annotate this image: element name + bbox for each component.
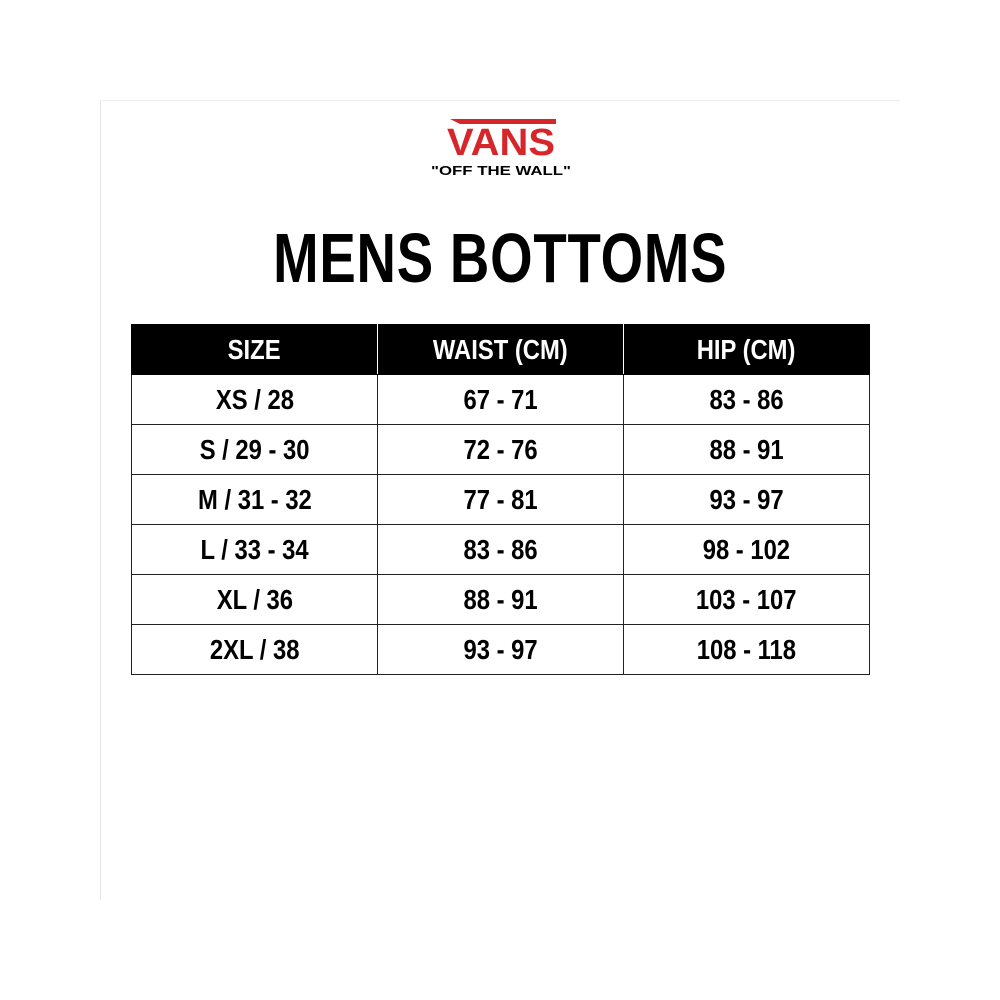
- cell-size: XL / 36: [131, 574, 378, 625]
- table-row: XL / 36 88 - 91 103 - 107: [131, 574, 870, 625]
- cell-hip: 93 - 97: [623, 474, 870, 525]
- cell-waist: 83 - 86: [377, 524, 624, 575]
- cell-size: M / 31 - 32: [131, 474, 378, 525]
- header-hip: HIP (CM): [623, 324, 870, 375]
- header-size: SIZE: [131, 324, 378, 375]
- cell-waist: 77 - 81: [377, 474, 624, 525]
- size-table: SIZE WAIST (CM) HIP (CM) XS / 28 67 - 71 8…: [131, 324, 870, 675]
- cell-hip: 88 - 91: [623, 424, 870, 475]
- cell-hip: 108 - 118: [623, 624, 870, 675]
- cell-size: S / 29 - 30: [131, 424, 378, 475]
- cell-size: L / 33 - 34: [131, 524, 378, 575]
- cell-hip: 103 - 107: [623, 574, 870, 625]
- table-row: S / 29 - 30 72 - 76 88 - 91: [131, 424, 870, 475]
- header-waist: WAIST (CM): [377, 324, 624, 375]
- cell-size: 2XL / 38: [131, 624, 378, 675]
- cell-hip: 83 - 86: [623, 374, 870, 425]
- vans-logo: VANS "OFF THE WALL": [431, 119, 571, 178]
- cell-hip: 98 - 102: [623, 524, 870, 575]
- cell-waist: 67 - 71: [377, 374, 624, 425]
- table-row: 2XL / 38 93 - 97 108 - 118: [131, 624, 870, 675]
- page-title: MENS BOTTOMS: [272, 219, 728, 297]
- table-row: M / 31 - 32 77 - 81 93 - 97: [131, 474, 870, 525]
- tagline: "OFF THE WALL": [431, 163, 571, 178]
- table-row: XS / 28 67 - 71 83 - 86: [131, 374, 870, 425]
- cell-waist: 88 - 91: [377, 574, 624, 625]
- size-chart-card: [100, 100, 900, 900]
- cell-waist: 72 - 76: [377, 424, 624, 475]
- cell-waist: 93 - 97: [377, 624, 624, 675]
- cell-size: XS / 28: [131, 374, 378, 425]
- svg-text:VANS: VANS: [447, 122, 555, 164]
- table-header-row: SIZE WAIST (CM) HIP (CM): [131, 324, 870, 375]
- table-row: L / 33 - 34 83 - 86 98 - 102: [131, 524, 870, 575]
